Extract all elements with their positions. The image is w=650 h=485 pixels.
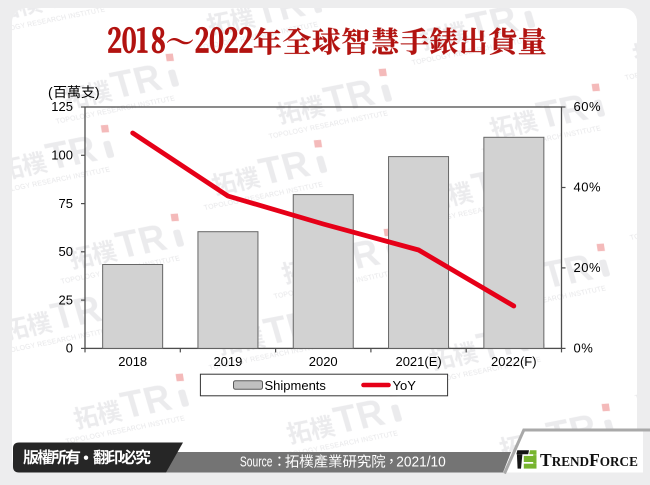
svg-text:125: 125	[51, 99, 73, 114]
svg-text:2018: 2018	[118, 354, 147, 369]
svg-text:YoY: YoY	[393, 378, 417, 393]
svg-text:60%: 60%	[574, 99, 602, 114]
svg-text:Source: Source	[240, 455, 273, 471]
svg-text:2019: 2019	[213, 354, 242, 369]
svg-text:2022(F): 2022(F)	[491, 354, 537, 369]
svg-text:20%: 20%	[574, 260, 602, 275]
svg-text:TRENDFORCE: TRENDFORCE	[540, 450, 638, 470]
svg-text:100: 100	[51, 148, 73, 163]
svg-text:75: 75	[59, 196, 73, 211]
svg-text:2021/10: 2021/10	[396, 455, 446, 471]
svg-text:40%: 40%	[574, 180, 602, 195]
svg-text:2020: 2020	[309, 354, 338, 369]
svg-text:0%: 0%	[574, 341, 594, 356]
svg-text:50: 50	[59, 244, 73, 259]
svg-text:Shipments: Shipments	[265, 378, 327, 393]
svg-text:(: (	[48, 84, 53, 100]
svg-text:25: 25	[59, 292, 73, 307]
svg-text:2021(E): 2021(E)	[395, 354, 441, 369]
svg-text:): )	[95, 84, 100, 100]
svg-text:0: 0	[66, 341, 73, 356]
